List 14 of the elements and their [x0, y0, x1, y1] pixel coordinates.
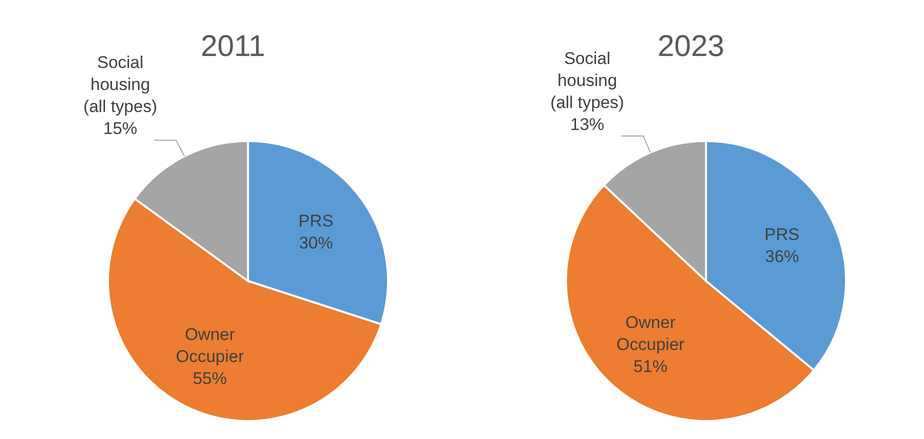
data-label: 13%: [570, 114, 604, 134]
slice-label: PRS: [298, 211, 334, 230]
slice-label: Social housing (all types): [83, 53, 158, 116]
data-label: 36%: [764, 246, 800, 266]
slice-label: Owner Occupier: [616, 312, 685, 354]
slice-label: Social housing (all types): [550, 48, 624, 112]
chart-title: 2011: [200, 30, 266, 63]
slice-label: Owner Occupier: [176, 324, 244, 366]
data-label: 55%: [192, 368, 227, 388]
chart-title: 2023: [658, 30, 724, 63]
data-label: 51%: [633, 356, 668, 376]
data-label: 30%: [298, 233, 333, 252]
data-label: 15%: [103, 119, 138, 138]
slice-label: PRS: [764, 224, 800, 244]
